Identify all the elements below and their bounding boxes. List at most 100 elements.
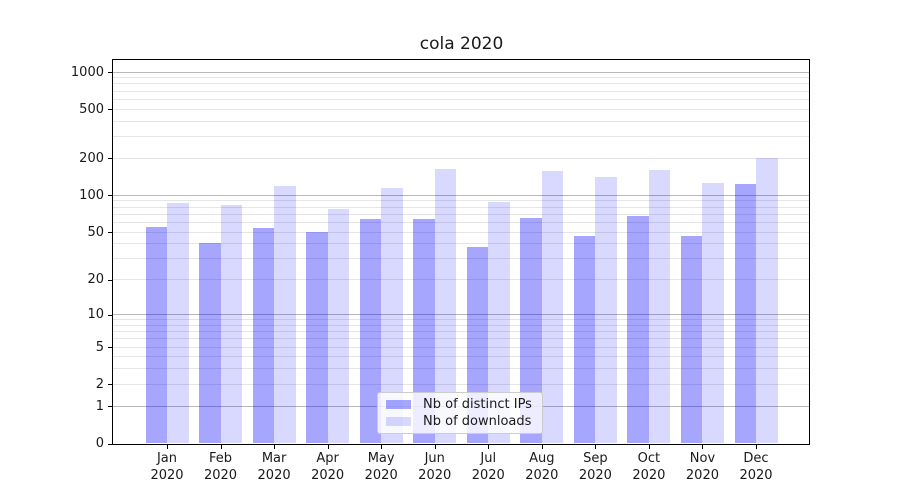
plot-area: Nb of distinct IPs Nb of downloads — [113, 59, 810, 444]
grid-line-minor — [113, 213, 810, 215]
x-tick-label-nov: Nov 2020 — [675, 450, 729, 484]
grid-line-minor — [113, 383, 810, 385]
x-tick-month-jun: Jun — [424, 451, 445, 466]
y-tick-label-50: 50 — [87, 224, 104, 240]
y-tick-label-500: 500 — [79, 101, 104, 117]
grid-line-minor — [113, 221, 810, 223]
x-tick-month-aug: Aug — [529, 451, 555, 466]
x-tick-year-jun: 2020 — [418, 468, 452, 483]
bar-distinct-ips-apr — [306, 232, 328, 444]
grid-line-minor — [113, 90, 810, 92]
x-tick-month-sep: Sep — [583, 451, 608, 466]
x-tick-month-may: May — [367, 451, 395, 466]
x-tick-label-dec: Dec 2020 — [729, 450, 783, 484]
bar-distinct-ips-jan — [145, 227, 167, 444]
x-tick-month-dec: Dec — [743, 451, 769, 466]
y-tick-1000 — [108, 72, 112, 73]
y-tick-label-200: 200 — [79, 150, 104, 166]
grid-line-minor — [113, 136, 810, 138]
bar-downloads-mar — [274, 185, 296, 444]
bar-downloads-sep — [595, 176, 617, 444]
bar-downloads-apr — [327, 209, 350, 444]
x-tick-year-sep: 2020 — [578, 468, 612, 483]
bar-downloads-feb — [220, 205, 243, 444]
x-tick-year-aug: 2020 — [525, 468, 559, 483]
grid-line-minor — [113, 356, 810, 358]
bar-distinct-ips-nov — [680, 236, 703, 444]
x-tick-month-apr: Apr — [316, 451, 339, 466]
grid-line-minor — [113, 319, 810, 321]
x-tick-dec — [756, 445, 757, 449]
y-tick-label-2: 2 — [95, 376, 104, 392]
bar-distinct-ips-aug — [520, 218, 542, 444]
legend-label-distinct-ips: Nb of distinct IPs — [423, 397, 532, 412]
grid-line-minor — [113, 231, 810, 233]
x-tick-apr — [327, 445, 329, 449]
bar-downloads-dec — [756, 158, 778, 444]
bar-distinct-ips-feb — [199, 242, 221, 444]
legend-item-distinct-ips: Nb of distinct IPs — [386, 397, 534, 412]
x-tick-year-nov: 2020 — [685, 468, 719, 483]
x-tick-label-jul: Jul 2020 — [461, 450, 515, 484]
y-tick-label-100: 100 — [79, 187, 104, 203]
x-tick-jul — [488, 445, 490, 449]
y-tick-5 — [108, 347, 112, 349]
grid-line-minor — [113, 279, 810, 281]
x-tick-year-dec: 2020 — [739, 468, 773, 483]
x-tick-month-jan: Jan — [156, 451, 178, 466]
bar-distinct-ips-may — [359, 219, 382, 444]
bar-downloads-oct — [648, 170, 671, 444]
x-tick-label-mar: Mar 2020 — [247, 450, 301, 484]
y-tick-label-5: 5 — [95, 339, 104, 355]
bar-downloads-nov — [702, 183, 724, 444]
bar-distinct-ips-jun — [413, 219, 435, 444]
y-tick-label-20: 20 — [87, 272, 104, 288]
bar-distinct-ips-mar — [252, 228, 275, 444]
x-tick-year-jul: 2020 — [471, 468, 505, 483]
bar-downloads-may — [381, 187, 403, 444]
x-tick-label-may: May 2020 — [354, 450, 408, 484]
x-tick-month-feb: Feb — [209, 451, 233, 466]
grid-line-minor — [113, 331, 810, 333]
grid-line-minor — [113, 258, 810, 260]
grid-line-major — [113, 71, 810, 73]
y-tick-1 — [108, 406, 112, 408]
legend-item-downloads: Nb of downloads — [386, 414, 534, 429]
legend-swatch-downloads — [386, 417, 411, 426]
x-tick-sep — [595, 445, 597, 449]
legend-label-downloads: Nb of downloads — [423, 414, 532, 429]
bar-distinct-ips-oct — [627, 215, 649, 444]
grid-line-minor — [113, 368, 810, 370]
x-tick-jan — [167, 445, 168, 449]
x-tick-label-apr: Apr 2020 — [301, 450, 355, 484]
y-tick-label-10: 10 — [87, 307, 104, 323]
x-tick-label-oct: Oct 2020 — [622, 450, 676, 484]
bar-distinct-ips-sep — [573, 236, 596, 444]
x-tick-month-mar: Mar — [261, 451, 287, 466]
y-tick-20 — [108, 279, 112, 281]
x-tick-year-oct: 2020 — [632, 468, 666, 483]
grid-line-minor — [113, 206, 810, 208]
bar-downloads-jan — [167, 202, 189, 444]
x-tick-year-may: 2020 — [364, 468, 398, 483]
x-tick-label-feb: Feb 2020 — [194, 450, 248, 484]
x-tick-year-feb: 2020 — [203, 468, 238, 483]
grid-line-minor — [113, 243, 810, 245]
y-tick-50 — [108, 232, 112, 234]
x-tick-month-jul: Jul — [480, 451, 497, 466]
bar-downloads-aug — [541, 170, 564, 444]
y-tick-10 — [108, 314, 112, 316]
x-tick-label-sep: Sep 2020 — [568, 450, 622, 484]
x-tick-month-oct: Oct — [637, 451, 661, 466]
grid-line-minor — [113, 200, 810, 202]
grid-line-minor — [113, 83, 810, 85]
y-tick-100 — [108, 195, 112, 197]
grid-line-minor — [113, 324, 810, 326]
grid-line-minor — [113, 77, 810, 79]
x-tick-feb — [220, 445, 222, 449]
x-tick-nov — [702, 445, 704, 449]
grid-line-minor — [113, 157, 810, 159]
chart-title: cola 2020 — [419, 34, 504, 54]
grid-line-minor — [113, 108, 810, 110]
x-tick-jun — [434, 445, 436, 449]
